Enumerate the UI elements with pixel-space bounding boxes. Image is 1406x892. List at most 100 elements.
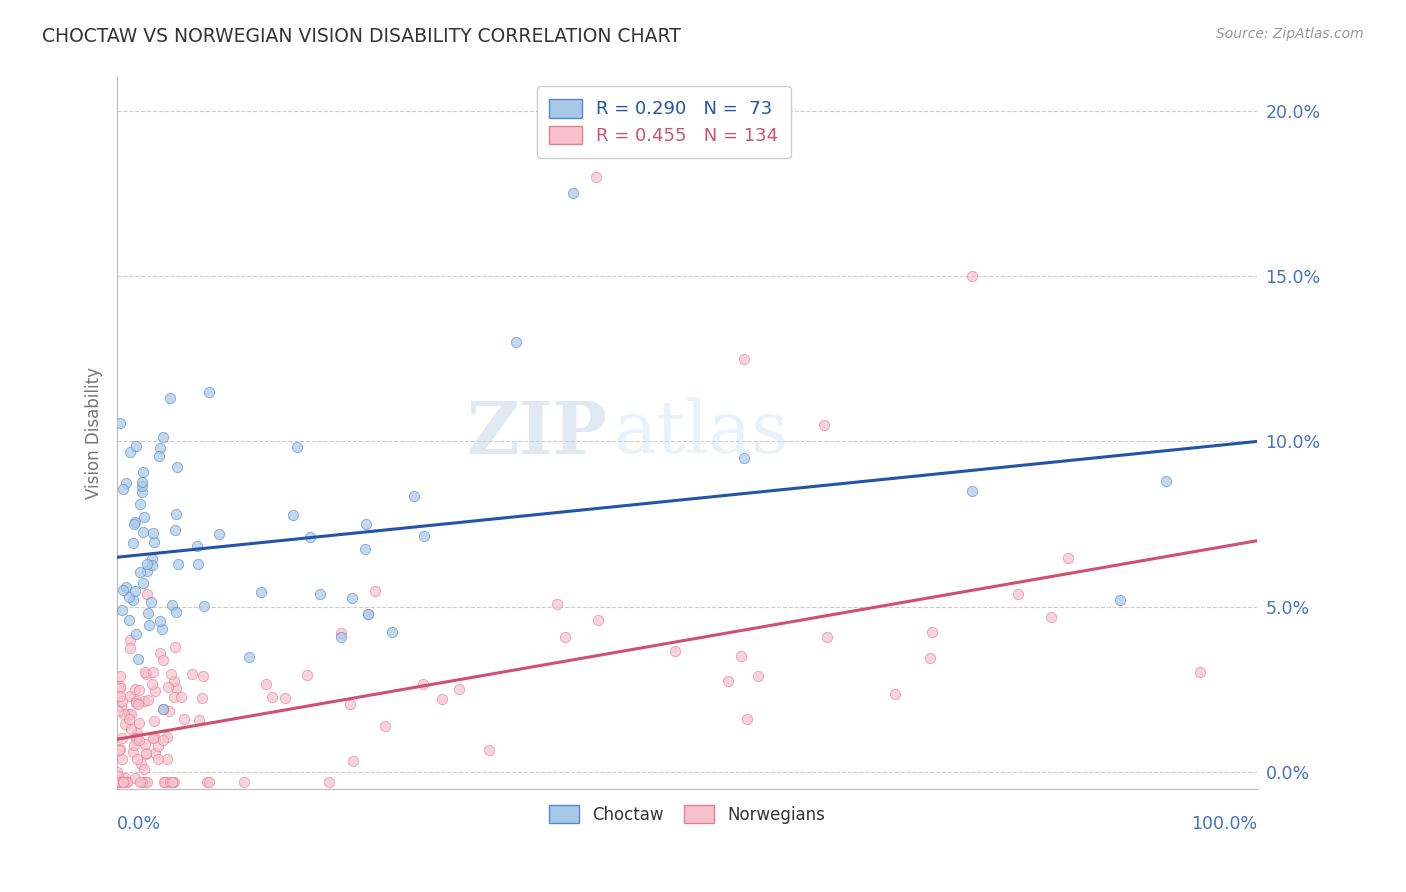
Point	[118, 689, 141, 703]
Point	[107, 704, 129, 718]
Point	[815, 630, 838, 644]
Text: atlas: atlas	[613, 398, 789, 468]
Point	[381, 625, 404, 640]
Point	[128, 715, 150, 730]
Point	[157, 705, 180, 719]
Point	[128, 565, 150, 579]
Point	[356, 517, 378, 532]
Point	[142, 526, 165, 541]
Point	[308, 587, 330, 601]
Point	[733, 351, 755, 366]
Point	[115, 775, 138, 789]
Point	[132, 694, 155, 708]
Point	[124, 682, 146, 697]
Point	[149, 646, 172, 660]
Point	[318, 775, 340, 789]
Point	[163, 690, 186, 704]
Point	[143, 714, 166, 728]
Point	[152, 702, 174, 716]
Point	[131, 484, 153, 499]
Point	[186, 539, 208, 553]
Point	[153, 775, 176, 789]
Point	[342, 754, 364, 768]
Point	[136, 557, 159, 571]
Point	[357, 607, 380, 621]
Point	[1057, 551, 1080, 566]
Point	[920, 651, 942, 665]
Y-axis label: Vision Disability: Vision Disability	[86, 368, 103, 500]
Point	[191, 691, 214, 706]
Point	[447, 681, 470, 696]
Point	[118, 712, 141, 726]
Point	[148, 449, 170, 463]
Point	[122, 535, 145, 549]
Point	[128, 775, 150, 789]
Point	[143, 684, 166, 698]
Point	[115, 774, 138, 789]
Point	[125, 733, 148, 747]
Point	[108, 775, 131, 789]
Point	[136, 587, 159, 601]
Point	[142, 535, 165, 549]
Point	[342, 591, 364, 605]
Point	[136, 692, 159, 706]
Point	[108, 741, 131, 756]
Point	[1154, 474, 1177, 488]
Point	[135, 747, 157, 761]
Point	[1039, 610, 1062, 624]
Point	[167, 558, 190, 572]
Point	[170, 690, 193, 704]
Point	[152, 733, 174, 747]
Point	[143, 746, 166, 760]
Point	[165, 605, 187, 619]
Point	[153, 775, 176, 789]
Point	[129, 757, 152, 772]
Point	[118, 590, 141, 604]
Point	[883, 688, 905, 702]
Point	[188, 713, 211, 727]
Point	[122, 516, 145, 531]
Point	[165, 524, 187, 538]
Text: ZIP: ZIP	[467, 398, 607, 468]
Point	[181, 666, 204, 681]
Point	[128, 732, 150, 747]
Point	[141, 677, 163, 691]
Point	[193, 599, 215, 613]
Point	[374, 718, 396, 732]
Point	[128, 697, 150, 711]
Point	[142, 731, 165, 746]
Point	[150, 622, 173, 636]
Point	[160, 775, 183, 789]
Point	[166, 459, 188, 474]
Point	[730, 649, 752, 664]
Point	[478, 743, 501, 757]
Point	[153, 775, 176, 789]
Point	[156, 731, 179, 745]
Point	[110, 603, 132, 617]
Point	[156, 752, 179, 766]
Point	[162, 775, 184, 789]
Point	[122, 745, 145, 759]
Text: CHOCTAW VS NORWEGIAN VISION DISABILITY CORRELATION CHART: CHOCTAW VS NORWEGIAN VISION DISABILITY C…	[42, 27, 681, 45]
Point	[187, 557, 209, 571]
Point	[111, 775, 134, 789]
Point	[142, 665, 165, 680]
Point	[208, 527, 231, 541]
Point	[159, 392, 181, 406]
Point	[716, 674, 738, 689]
Point	[354, 542, 377, 557]
Point	[152, 653, 174, 667]
Point	[128, 682, 150, 697]
Point	[143, 731, 166, 745]
Point	[120, 640, 142, 655]
Point	[163, 640, 186, 655]
Point	[430, 691, 453, 706]
Point	[148, 751, 170, 765]
Point	[152, 701, 174, 715]
Point	[1188, 665, 1211, 680]
Point	[135, 746, 157, 760]
Point	[124, 515, 146, 529]
Point	[299, 530, 322, 544]
Point	[238, 649, 260, 664]
Point	[114, 772, 136, 786]
